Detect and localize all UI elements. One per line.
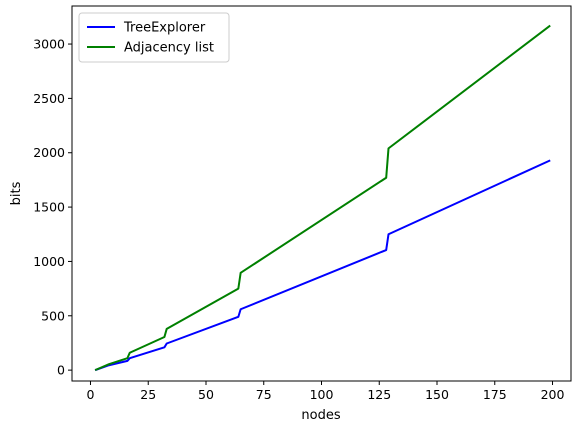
- x-tick-label: 175: [483, 387, 507, 402]
- y-tick-label: 0: [57, 363, 65, 378]
- x-tick-label: 125: [367, 387, 391, 402]
- y-tick-label: 2000: [33, 145, 65, 160]
- y-tick-label: 1500: [33, 200, 65, 215]
- plot-frame: [71, 5, 572, 382]
- x-tick-label: 150: [425, 387, 449, 402]
- x-tick-label: 50: [198, 387, 214, 402]
- legend-label-treeexplorer: TreeExplorer: [123, 21, 206, 36]
- y-axis-ticks: 0 500 1000 1500 2000 2500 3000: [33, 37, 72, 378]
- legend-box: [78, 12, 230, 63]
- y-tick-label: 2500: [33, 91, 65, 106]
- plot-lines: [94, 24, 551, 372]
- x-axis-label: nodes: [301, 408, 340, 423]
- y-tick-label: 3000: [33, 37, 65, 52]
- x-tick-label: 0: [87, 387, 95, 402]
- y-axis-label: bits: [9, 181, 24, 205]
- x-tick-label: 200: [541, 387, 565, 402]
- legend-label-adjacency-list: Adjacency list: [124, 41, 214, 56]
- x-tick-label: 75: [256, 387, 272, 402]
- legend: TreeExplorer Adjacency list: [78, 12, 230, 63]
- series-line-treeexplorer: [94, 159, 551, 372]
- y-tick-label: 500: [41, 308, 65, 323]
- y-tick-label: 1000: [33, 254, 65, 269]
- x-axis-ticks: 0 25 50 75 100 125 150 175 200: [87, 381, 565, 402]
- x-tick-label: 100: [310, 387, 334, 402]
- x-tick-label: 25: [140, 387, 156, 402]
- series-line-adjacency-list: [94, 24, 551, 372]
